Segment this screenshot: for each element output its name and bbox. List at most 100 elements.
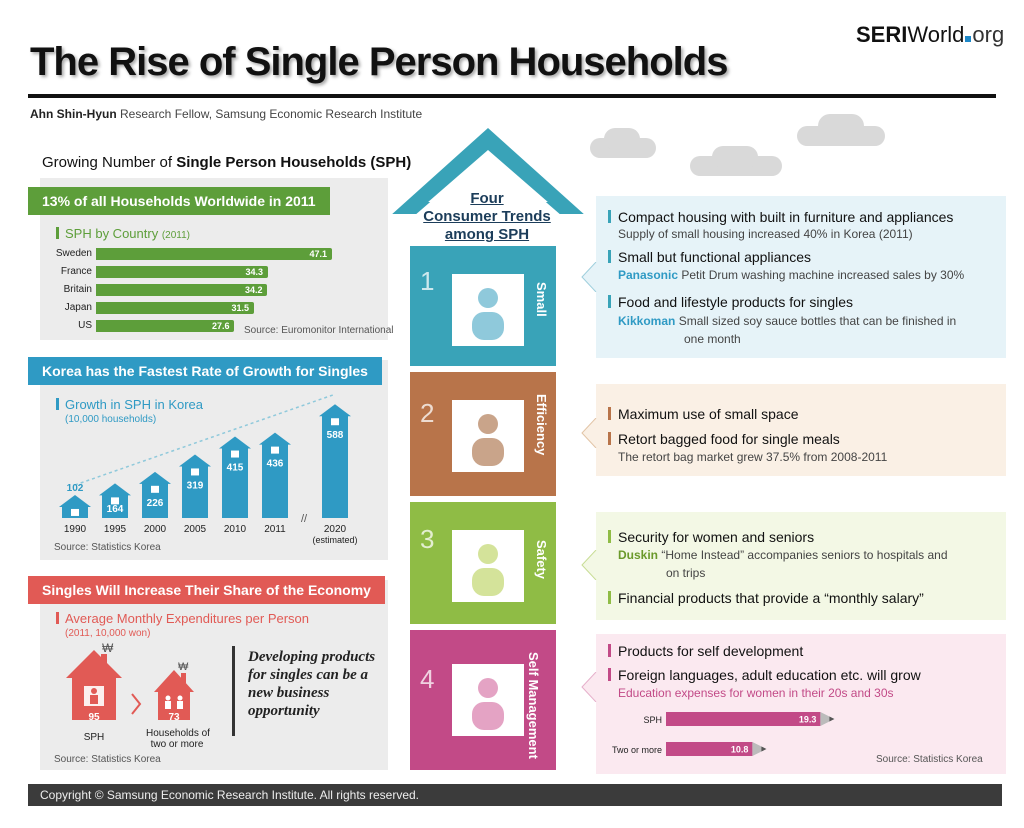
country-value: 27.6	[212, 321, 230, 331]
item-marker	[608, 250, 611, 263]
year-label: 2000	[144, 524, 167, 535]
korea-growth-source: Source: Statistics Korea	[54, 542, 161, 553]
household-house-icon	[154, 670, 194, 720]
cloud-icon	[712, 146, 758, 168]
item-marker	[608, 644, 611, 657]
sph-house-icon	[66, 650, 122, 720]
self-item-1: Products for self development	[608, 643, 803, 659]
growth-value: 588	[327, 430, 344, 441]
panel-pointer	[581, 418, 597, 448]
kikkoman-desc-1: Small sized soy sauce bottles that can b…	[678, 314, 957, 328]
korea-growth-label: Growth in SPH in Korea	[56, 397, 203, 412]
expenditure-unit: (2011, 10,000 won)	[65, 628, 151, 639]
country-label: Britain	[63, 284, 92, 295]
efficiency-trend-panel	[596, 384, 1006, 476]
four-trends-line2: Consumer Trends	[423, 208, 551, 225]
growth-bar	[99, 483, 131, 518]
korea-growth-label-text: Growth in SPH in Korea	[65, 397, 204, 412]
growth-bar	[219, 436, 251, 518]
small-item-1: Compact housing with built in furniture …	[608, 209, 953, 225]
author-name: Ahn Shin-Hyun	[30, 107, 117, 121]
cloud-icon	[818, 114, 864, 138]
korea-growth-unit: (10,000 households)	[65, 414, 157, 425]
axis-break-icon: //	[301, 513, 308, 525]
label-marker	[56, 612, 59, 624]
author-line: Ahn Shin-Hyun Research Fellow, Samsung E…	[30, 107, 422, 121]
household-label-line1: Households of	[146, 728, 210, 739]
year-label: 1995	[104, 524, 127, 535]
self-item-2-desc: Education expenses for women in their 20…	[618, 686, 894, 700]
house-roof	[392, 128, 584, 214]
four-trends-title: Four Consumer Trends among SPH	[412, 190, 562, 244]
trend-number: 1	[420, 266, 435, 296]
education-value: 19.3	[799, 715, 817, 725]
copyright-footer: Copyright © Samsung Economic Research In…	[28, 784, 1002, 806]
safety-item-1-text: Security for women and seniors	[618, 529, 815, 545]
growth-bar	[139, 471, 171, 518]
sph-heading: Growing Number of Single Person Househol…	[42, 154, 411, 171]
growth-bar	[319, 404, 351, 518]
trend-number: 2	[420, 398, 435, 428]
year-label: 1990	[64, 524, 87, 535]
country-bar	[96, 248, 332, 260]
self-management-panel	[596, 634, 1006, 774]
trend-label: Self Management	[526, 652, 541, 759]
panel-pointer	[581, 262, 597, 292]
panasonic-desc: Petit Drum washing machine increased sal…	[681, 268, 965, 282]
title-divider	[28, 94, 996, 98]
small-item-3-text: Food and lifestyle products for singles	[618, 294, 854, 310]
won-icon: ₩	[178, 661, 189, 673]
item-marker	[608, 210, 611, 223]
growth-value: 102	[67, 483, 84, 494]
duskin-brand: Duskin	[618, 548, 659, 562]
sph-country-label: SPH by Country (2011)	[56, 226, 190, 241]
duskin-desc-2: on trips	[666, 566, 706, 580]
self-source: Source: Statistics Korea	[876, 754, 983, 765]
household-expenditure-value: 73	[168, 712, 180, 723]
trend-number: 4	[420, 664, 435, 694]
won-icon: ₩	[102, 641, 114, 655]
self-item-1-text: Products for self development	[618, 643, 804, 659]
country-bar	[96, 284, 267, 296]
country-value: 47.1	[309, 249, 328, 259]
education-chart: SPH 19.3 Two or more 10.8	[612, 712, 835, 756]
trend-self-management: 4 Self Management	[410, 630, 556, 770]
small-item-2-desc: Panasonic Petit Drum washing machine inc…	[618, 268, 964, 282]
estimated-note: (estimated)	[312, 535, 357, 545]
logo-mid: World	[907, 22, 965, 47]
small-item-1-desc: Supply of small housing increased 40% in…	[618, 227, 913, 241]
sph-heading-pre: Growing Number of	[42, 154, 177, 171]
country-value: 34.3	[245, 267, 264, 277]
item-marker	[608, 668, 611, 681]
country-label: US	[78, 320, 92, 331]
education-label: SPH	[643, 715, 662, 725]
household-expenditure-label: Households of two or more	[146, 728, 210, 750]
small-trend-panel	[596, 196, 1006, 358]
kikkoman-brand: Kikkoman	[618, 314, 676, 328]
trend-safety: 3 Safety	[410, 502, 556, 624]
panel-pointer	[581, 672, 597, 702]
sph-country-source: Source: Euromonitor International	[244, 325, 394, 336]
education-value: 10.8	[731, 745, 749, 755]
label-marker	[56, 398, 59, 410]
expenditure-label-text: Average Monthly Expenditures per Person	[65, 611, 310, 626]
growth-bar	[179, 454, 211, 518]
safety-trend-panel	[596, 512, 1006, 620]
item-marker	[608, 407, 611, 420]
logo-dot-icon	[965, 36, 972, 42]
pencil-bar	[666, 742, 767, 756]
sph-expenditure-label: SPH	[83, 732, 105, 743]
sph-expenditure-value: 95	[88, 712, 100, 723]
trend-label: Small	[534, 282, 549, 317]
small-item-1-text: Compact housing with built in furniture …	[618, 209, 954, 225]
small-item-3-desc: Kikkoman Small sized soy sauce bottles t…	[618, 314, 956, 328]
seri-world-logo[interactable]: SERIWorld org	[856, 22, 1004, 48]
safety-item-2: Financial products that provide a “month…	[608, 590, 924, 606]
item-marker	[608, 432, 611, 445]
country-bar	[96, 266, 268, 278]
efficiency-item-2-text: Retort bagged food for single meals	[618, 431, 840, 447]
year-label: 2005	[184, 524, 207, 535]
panel-pointer	[581, 550, 597, 580]
author-role: Research Fellow, Samsung Economic Resear…	[120, 107, 423, 121]
person-photo	[452, 274, 524, 346]
